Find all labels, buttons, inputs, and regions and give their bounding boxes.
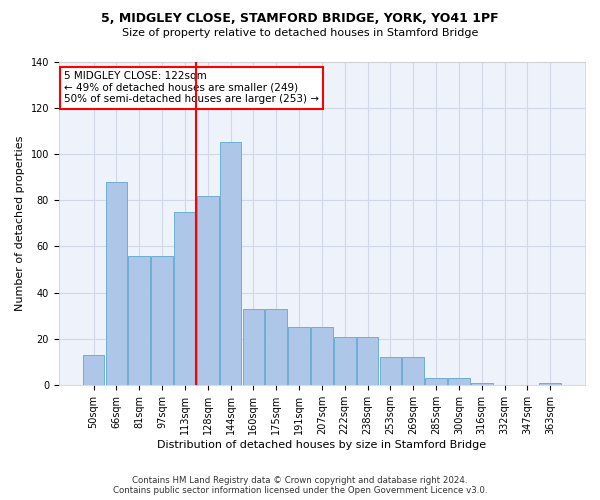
Bar (151, 256, 173, 385)
Text: 5, MIDGLEY CLOSE, STAMFORD BRIDGE, YORK, YO41 1PF: 5, MIDGLEY CLOSE, STAMFORD BRIDGE, YORK,… (101, 12, 499, 26)
Bar (425, 378, 447, 385)
Text: Size of property relative to detached houses in Stamford Bridge: Size of property relative to detached ho… (122, 28, 478, 38)
Bar (220, 142, 241, 385)
Bar (265, 309, 287, 385)
Bar (106, 182, 127, 385)
Bar (448, 378, 470, 385)
Bar (174, 212, 196, 385)
Text: Contains HM Land Registry data © Crown copyright and database right 2024.
Contai: Contains HM Land Registry data © Crown c… (113, 476, 487, 495)
Bar (197, 196, 218, 385)
X-axis label: Distribution of detached houses by size in Stamford Bridge: Distribution of detached houses by size … (157, 440, 487, 450)
Bar (242, 309, 264, 385)
Bar (128, 256, 150, 385)
Bar (357, 336, 379, 385)
Bar (539, 383, 561, 385)
Bar (471, 383, 493, 385)
Bar (380, 358, 401, 385)
Bar (83, 355, 104, 385)
Bar (334, 336, 356, 385)
Y-axis label: Number of detached properties: Number of detached properties (15, 136, 25, 311)
Text: 5 MIDGLEY CLOSE: 122sqm
← 49% of detached houses are smaller (249)
50% of semi-d: 5 MIDGLEY CLOSE: 122sqm ← 49% of detache… (64, 71, 319, 104)
Bar (288, 328, 310, 385)
Bar (403, 358, 424, 385)
Bar (311, 328, 333, 385)
